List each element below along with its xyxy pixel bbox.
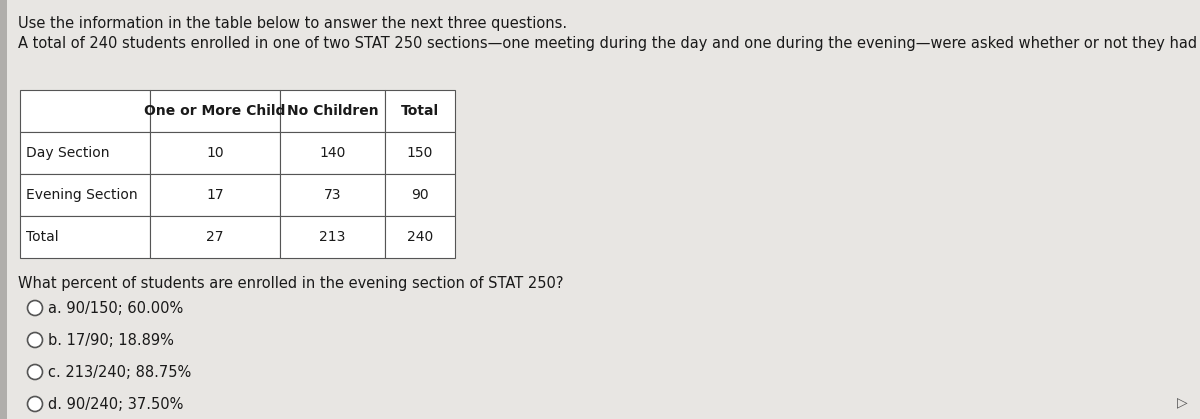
Bar — [20, 174, 150, 216]
Text: Use the information in the table below to answer the next three questions.: Use the information in the table below t… — [18, 16, 568, 31]
Text: One or More Child: One or More Child — [144, 104, 286, 118]
Text: d. 90/240; 37.50%: d. 90/240; 37.50% — [48, 396, 184, 411]
Text: a. 90/150; 60.00%: a. 90/150; 60.00% — [48, 300, 184, 316]
Text: c. 213/240; 88.75%: c. 213/240; 88.75% — [48, 365, 192, 380]
Text: 90: 90 — [412, 188, 428, 202]
Text: 150: 150 — [407, 146, 433, 160]
Text: 27: 27 — [206, 230, 223, 244]
Text: What percent of students are enrolled in the evening section of STAT 250?: What percent of students are enrolled in… — [18, 276, 564, 291]
Bar — [20, 90, 150, 132]
Bar — [385, 174, 455, 216]
Text: Evening Section: Evening Section — [26, 188, 138, 202]
Circle shape — [28, 300, 42, 316]
Bar — [280, 216, 385, 258]
Bar — [385, 90, 455, 132]
Text: 17: 17 — [206, 188, 224, 202]
Bar — [150, 174, 280, 216]
Text: Day Section: Day Section — [26, 146, 109, 160]
Text: 240: 240 — [407, 230, 433, 244]
Bar — [20, 132, 150, 174]
Bar — [385, 132, 455, 174]
Text: 140: 140 — [319, 146, 346, 160]
Text: ▷: ▷ — [1177, 395, 1188, 409]
Bar — [280, 132, 385, 174]
Bar — [0, 0, 7, 419]
Bar — [150, 216, 280, 258]
Circle shape — [28, 333, 42, 347]
Bar — [150, 132, 280, 174]
Text: b. 17/90; 18.89%: b. 17/90; 18.89% — [48, 333, 174, 347]
Bar — [150, 90, 280, 132]
Bar — [20, 216, 150, 258]
Circle shape — [28, 365, 42, 380]
Text: Total: Total — [401, 104, 439, 118]
Text: 73: 73 — [324, 188, 341, 202]
Text: No Children: No Children — [287, 104, 378, 118]
Bar — [280, 90, 385, 132]
Bar — [385, 216, 455, 258]
Text: 10: 10 — [206, 146, 224, 160]
Text: Total: Total — [26, 230, 59, 244]
Text: A total of 240 students enrolled in one of two STAT 250 sections—one meeting dur: A total of 240 students enrolled in one … — [18, 36, 1200, 51]
Bar — [280, 174, 385, 216]
Circle shape — [28, 396, 42, 411]
Text: 213: 213 — [319, 230, 346, 244]
